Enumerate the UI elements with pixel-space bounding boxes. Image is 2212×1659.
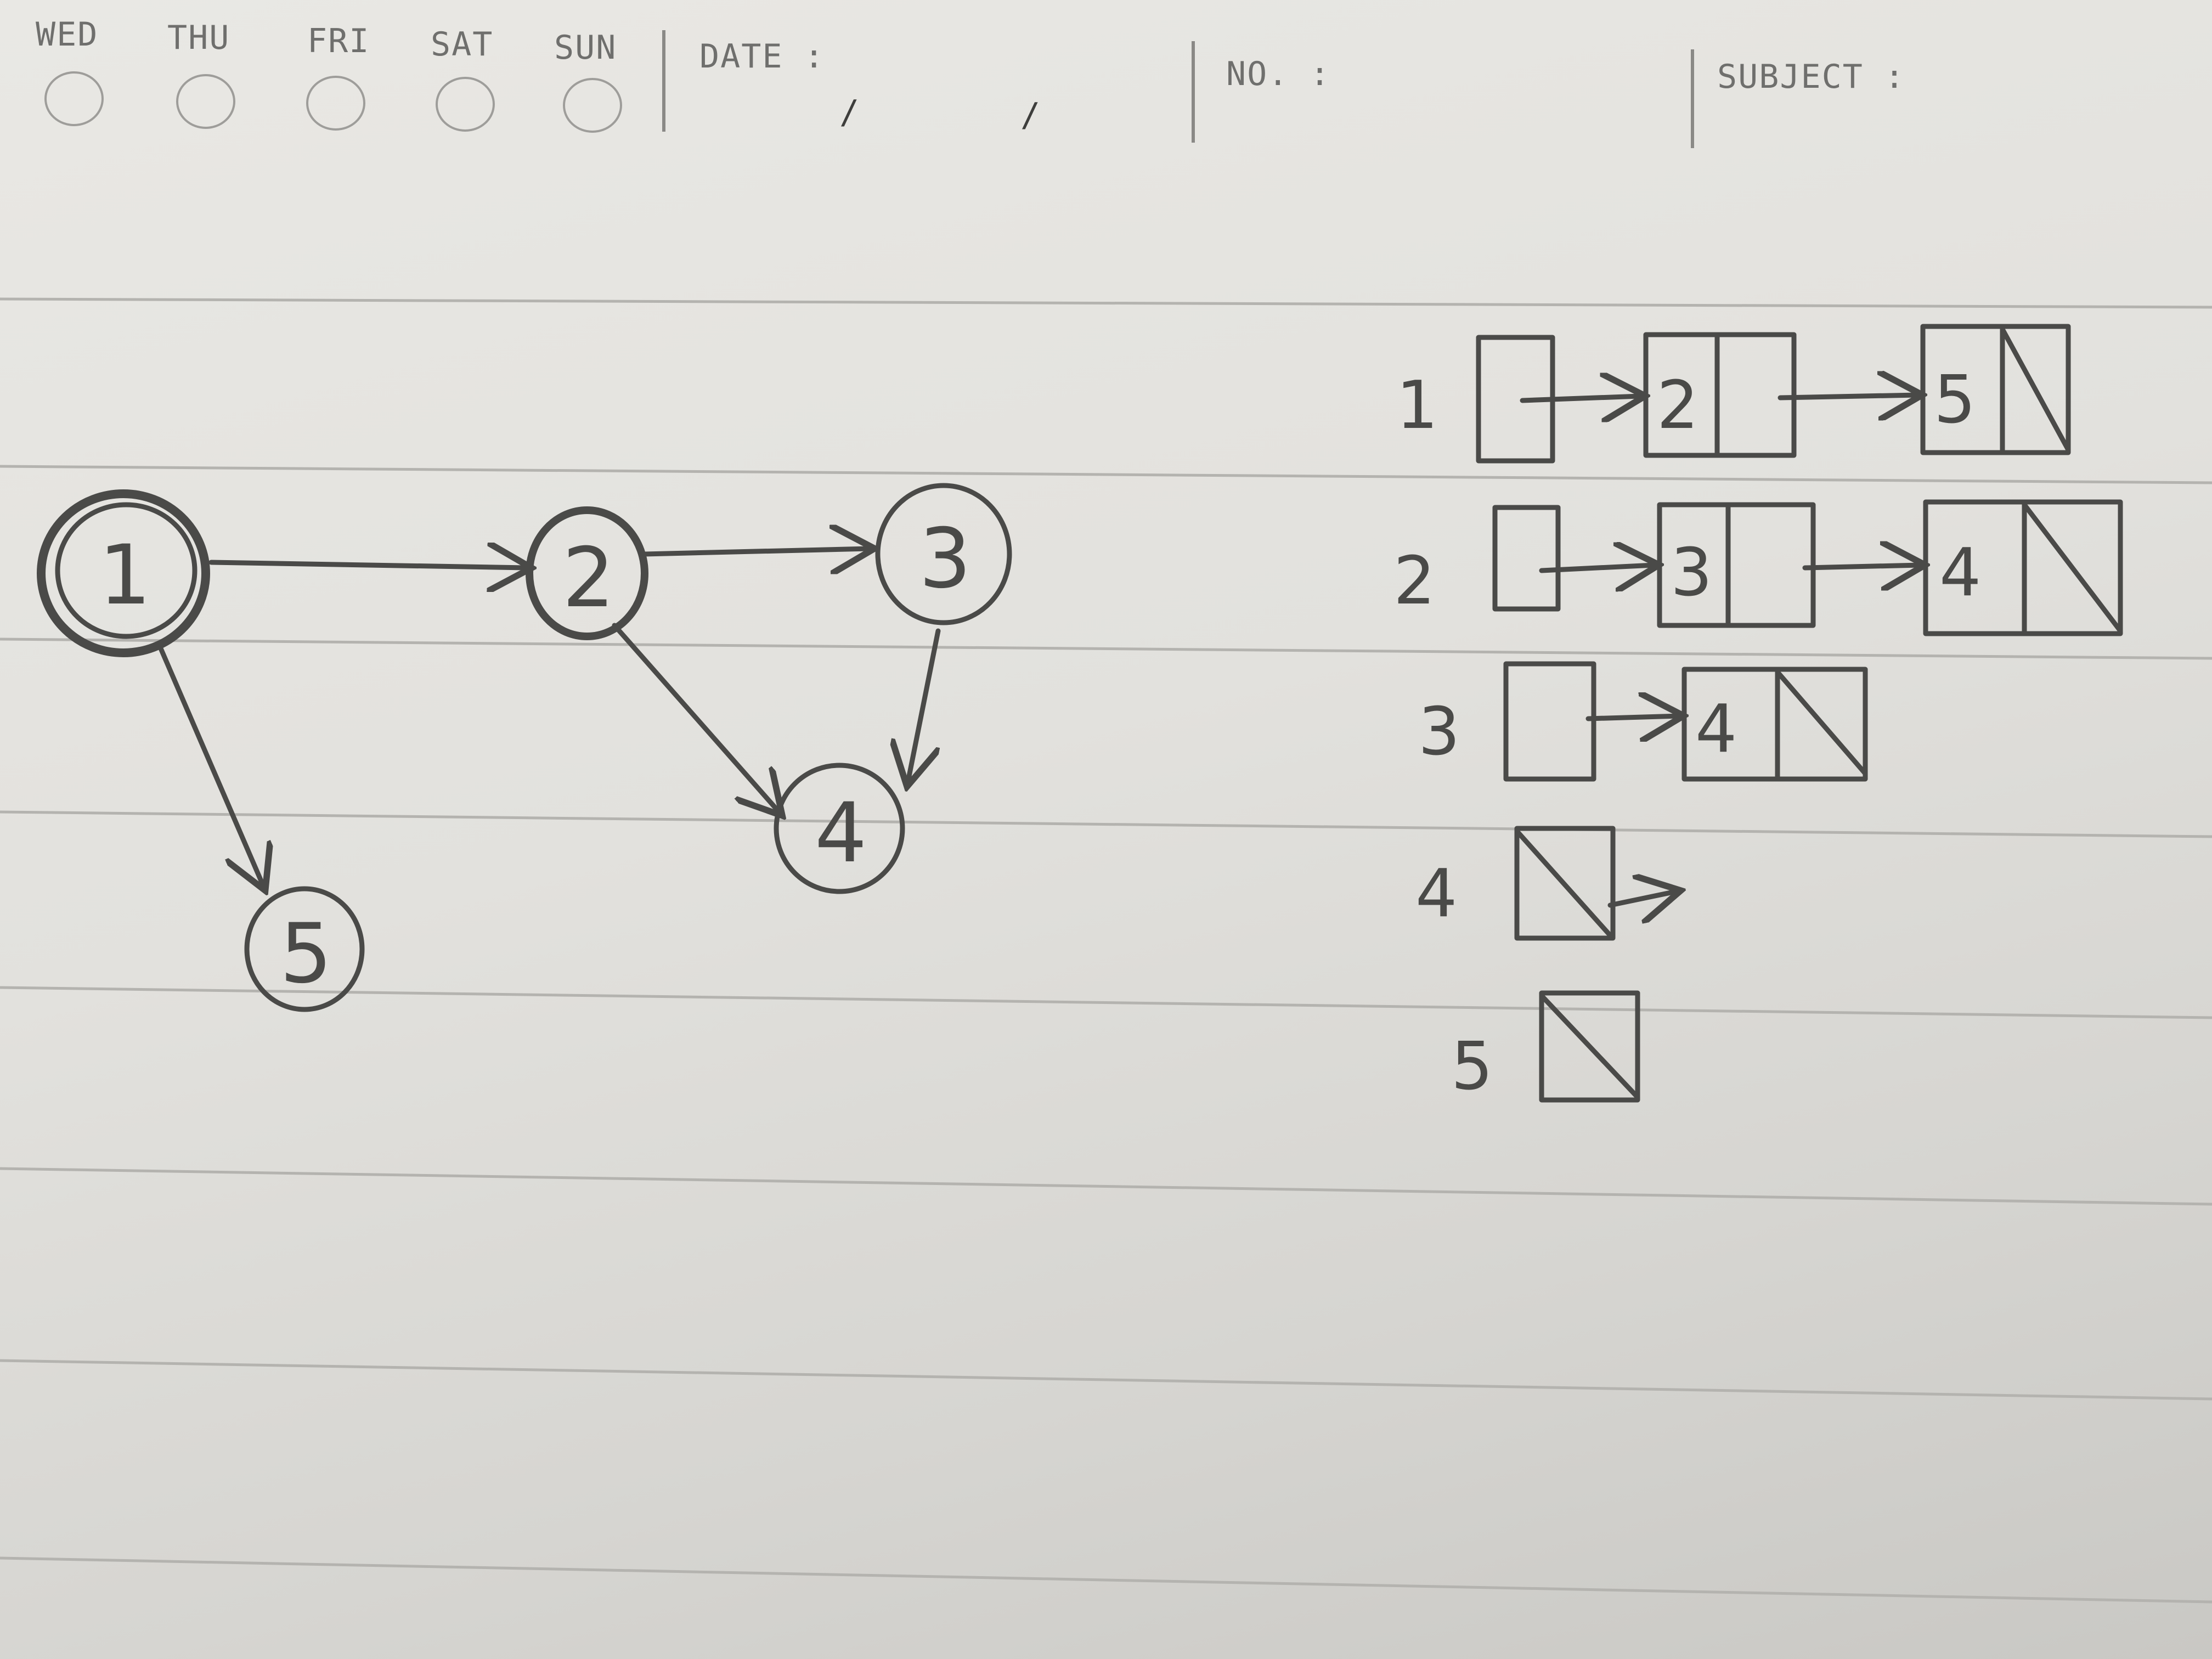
null-slash (2022, 502, 2123, 634)
head-box-3 (1503, 661, 1596, 782)
day-label-thu: THU (167, 19, 230, 57)
graph-node-2: 2 (526, 506, 648, 640)
list-node-value: 2 (1657, 368, 1699, 444)
adj-row-1: 1 2 5 (1396, 324, 2071, 464)
null-slash (1775, 669, 1868, 776)
null-slash (1539, 993, 1640, 1100)
node-label-1: 1 (99, 528, 151, 623)
pointer-arrow (1778, 395, 1917, 398)
day-label-wed: WED (36, 15, 99, 54)
graph-node-5: 5 (244, 886, 365, 1012)
pointer-arrow (1585, 716, 1679, 719)
head-box-5 (1539, 990, 1640, 1103)
adj-vertex-3: 3 (1418, 694, 1460, 770)
node-label-3: 3 (919, 511, 971, 607)
null-slash (2000, 326, 2071, 453)
date-slash-2: / (1020, 96, 1042, 134)
edge-1-2 (208, 562, 527, 568)
day-label-fri: FRI (307, 22, 370, 60)
pointer-arrow (1520, 396, 1640, 400)
list-node-value: 4 (1695, 691, 1737, 768)
head-box-4 (1514, 826, 1616, 941)
adj-vertex-4: 4 (1415, 856, 1457, 932)
node-label-2: 2 (562, 531, 614, 626)
adj-vertex-2: 2 (1393, 543, 1435, 619)
edge-2-4 (612, 623, 779, 812)
pointer-arrow (1607, 891, 1676, 905)
edge-2-3 (642, 549, 870, 554)
date-slash-1: / (839, 93, 861, 132)
pointer-arrow (1539, 565, 1654, 571)
adj-row-4: 4 (1415, 826, 1676, 941)
null-slash (1514, 828, 1613, 938)
adj-vertex-1: 1 (1396, 368, 1438, 444)
pointer-arrow (1802, 565, 1920, 568)
edge-1-5 (156, 642, 263, 886)
graph-node-3: 3 (875, 483, 1012, 625)
node-label-4: 4 (815, 786, 867, 881)
adj-row-3: 3 4 (1418, 661, 1868, 782)
list-node-value: 4 (1939, 535, 1981, 611)
graph-node-4: 4 (774, 763, 905, 894)
graph-node-1: 1 (37, 489, 210, 657)
subject-label: SUBJECT : (1717, 58, 1906, 96)
list-node-value: 3 (1671, 535, 1712, 611)
head-box-2 (1492, 505, 1561, 612)
list-node (1681, 667, 1868, 782)
edge-3-4 (908, 628, 941, 782)
list-node (1657, 502, 1816, 628)
date-label: DATE : (699, 37, 825, 76)
node-label-5: 5 (280, 906, 332, 1002)
day-label-sun: SUN (554, 29, 617, 67)
adj-vertex-5: 5 (1451, 1029, 1493, 1105)
adj-row-2: 2 3 4 (1393, 499, 2123, 636)
list-node (1920, 324, 2071, 455)
no-label: NO. : (1226, 55, 1331, 93)
day-label-sat: SAT (431, 25, 494, 64)
adj-row-5: 5 (1451, 990, 1640, 1105)
list-node-value: 5 (1934, 362, 1976, 438)
